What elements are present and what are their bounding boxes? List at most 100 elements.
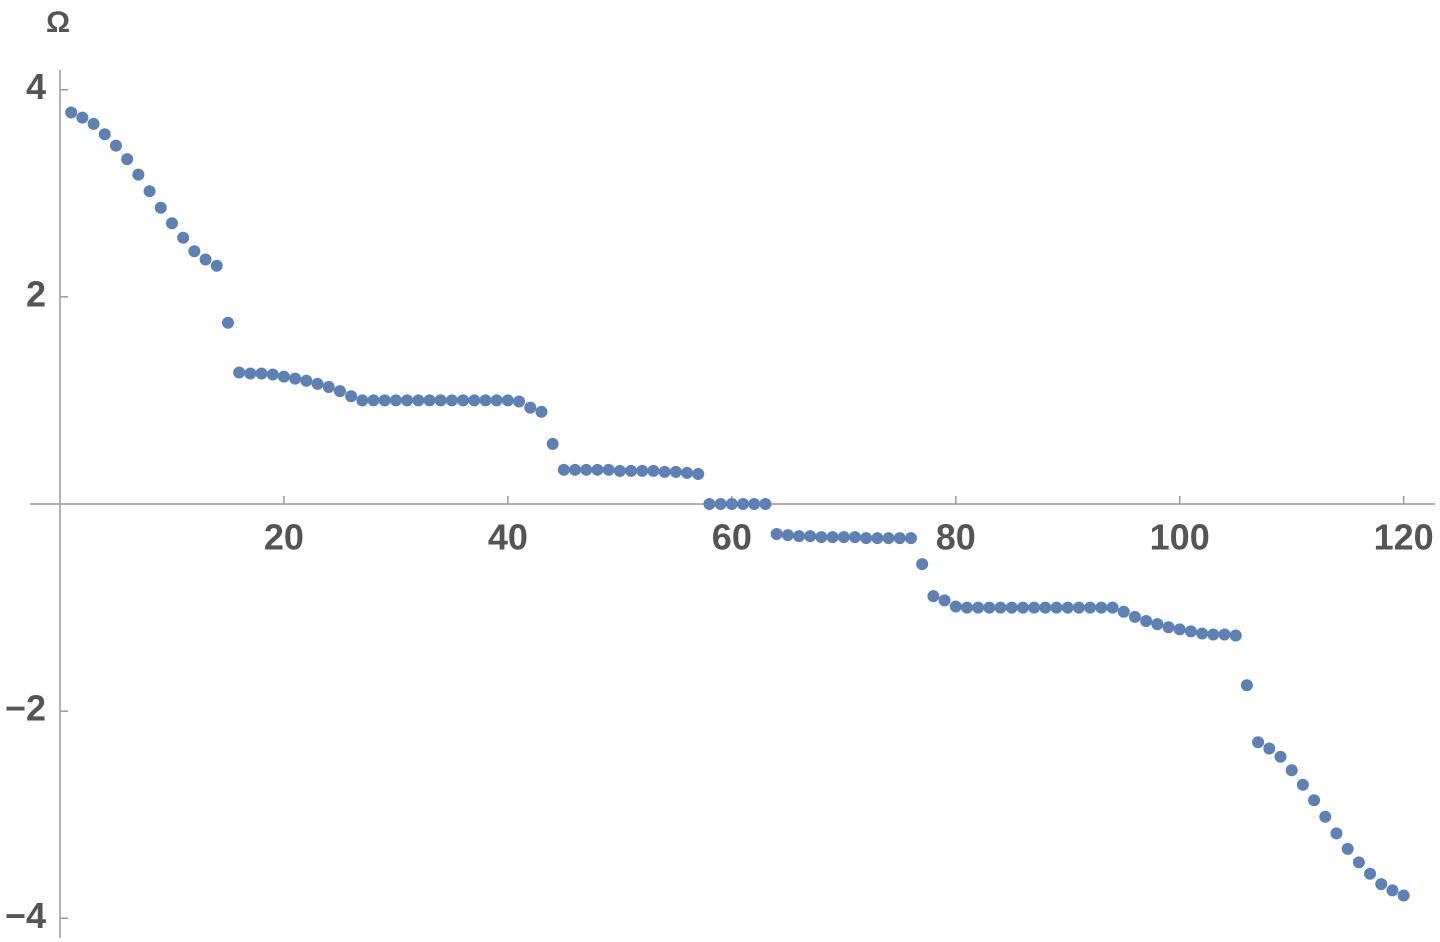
data-point xyxy=(1263,742,1276,755)
data-point xyxy=(681,466,694,479)
data-point xyxy=(1005,601,1018,614)
data-point xyxy=(1240,679,1253,692)
data-point xyxy=(714,498,727,510)
data-point xyxy=(804,530,817,543)
data-point xyxy=(1173,623,1186,636)
data-point xyxy=(949,600,962,613)
data-point xyxy=(1117,605,1130,618)
data-point xyxy=(1274,750,1287,763)
data-point xyxy=(109,139,122,152)
data-point xyxy=(1128,610,1141,623)
data-point xyxy=(1352,856,1365,869)
data-point xyxy=(221,316,234,329)
data-point xyxy=(233,366,246,379)
data-point xyxy=(199,253,212,266)
x-tick-label: 20 xyxy=(264,517,304,558)
data-point xyxy=(759,498,772,510)
data-point xyxy=(602,463,615,476)
data-point xyxy=(1229,629,1242,642)
data-point xyxy=(423,394,436,407)
data-point xyxy=(289,372,302,385)
data-point xyxy=(1364,867,1377,880)
data-point xyxy=(860,532,873,545)
y-tick-label: 4 xyxy=(26,66,46,107)
data-point xyxy=(669,465,682,478)
data-point xyxy=(703,498,716,510)
data-point xyxy=(781,529,794,542)
data-point xyxy=(658,465,671,478)
data-point xyxy=(972,601,985,614)
data-point xyxy=(1151,618,1164,631)
data-point xyxy=(960,601,973,614)
x-tick-label: 60 xyxy=(712,517,752,558)
data-point xyxy=(1341,842,1354,855)
data-point xyxy=(1296,778,1309,791)
data-point xyxy=(154,201,167,214)
data-point xyxy=(457,394,470,407)
data-point xyxy=(143,185,156,198)
data-point xyxy=(188,245,201,258)
data-point xyxy=(322,380,335,393)
data-point xyxy=(994,601,1007,614)
data-point xyxy=(893,532,906,545)
data-point xyxy=(1061,601,1074,614)
data-point xyxy=(389,394,402,407)
data-point xyxy=(87,117,100,130)
data-point xyxy=(1285,764,1298,777)
data-point xyxy=(625,464,638,477)
data-point xyxy=(255,367,268,380)
data-point xyxy=(647,464,660,477)
data-point xyxy=(1039,601,1052,614)
data-point xyxy=(165,217,178,230)
data-point xyxy=(1386,884,1399,897)
data-point xyxy=(468,394,481,407)
data-point xyxy=(1308,794,1321,807)
data-point xyxy=(121,153,134,166)
data-point xyxy=(1140,615,1153,628)
data-point xyxy=(434,394,447,407)
data-point xyxy=(300,374,313,387)
data-point xyxy=(177,231,190,244)
data-point xyxy=(927,590,940,603)
data-point xyxy=(557,463,570,476)
data-point xyxy=(1072,601,1085,614)
data-point xyxy=(1196,627,1209,640)
x-tick-label: 120 xyxy=(1374,517,1434,558)
data-point xyxy=(132,168,145,181)
y-tick-label: −4 xyxy=(5,895,46,936)
data-point xyxy=(1095,601,1108,614)
data-point xyxy=(210,259,223,272)
data-point xyxy=(1016,601,1029,614)
data-point xyxy=(378,394,391,407)
data-point xyxy=(882,532,895,545)
data-point xyxy=(445,394,458,407)
data-point xyxy=(793,530,806,543)
x-tick-label: 40 xyxy=(488,517,528,558)
data-point xyxy=(535,405,548,418)
data-point xyxy=(277,370,290,383)
data-point xyxy=(904,532,917,545)
data-point xyxy=(692,467,705,480)
data-point xyxy=(815,531,828,544)
data-point xyxy=(848,531,861,544)
data-point xyxy=(748,498,761,510)
data-point xyxy=(1397,889,1410,902)
data-point xyxy=(1375,878,1388,891)
data-point xyxy=(916,558,929,571)
data-point xyxy=(412,394,425,407)
data-point xyxy=(266,368,279,381)
data-point xyxy=(1252,736,1265,749)
data-point xyxy=(546,437,559,450)
data-point xyxy=(76,111,89,124)
data-point xyxy=(479,394,492,407)
data-point xyxy=(1084,601,1097,614)
data-point xyxy=(591,463,604,476)
data-point xyxy=(725,498,738,510)
data-point xyxy=(1162,621,1175,634)
data-point xyxy=(513,395,526,408)
data-point xyxy=(1218,628,1231,641)
data-point xyxy=(311,377,324,390)
data-point xyxy=(501,394,514,407)
data-point xyxy=(1330,827,1343,840)
data-point xyxy=(244,367,257,380)
